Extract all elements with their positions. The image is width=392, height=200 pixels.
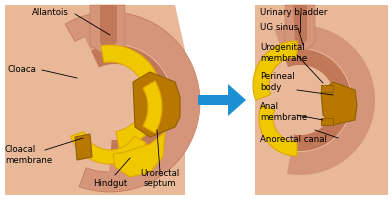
Polygon shape	[5, 5, 185, 195]
Polygon shape	[255, 5, 388, 195]
Polygon shape	[143, 81, 162, 133]
Polygon shape	[133, 72, 180, 137]
Polygon shape	[293, 5, 307, 47]
Polygon shape	[113, 132, 165, 177]
Text: Anal
membrane: Anal membrane	[260, 102, 307, 122]
Text: Cloaca: Cloaca	[8, 66, 37, 74]
Text: Cloacal
membrane: Cloacal membrane	[5, 145, 52, 165]
Polygon shape	[71, 132, 146, 164]
Polygon shape	[101, 45, 162, 148]
Text: Perineal
body: Perineal body	[260, 72, 295, 92]
Text: Allantois: Allantois	[32, 8, 69, 17]
Polygon shape	[91, 45, 172, 159]
Polygon shape	[198, 95, 228, 105]
Text: Anorectal canal: Anorectal canal	[260, 136, 327, 144]
Polygon shape	[100, 5, 117, 48]
Polygon shape	[321, 85, 333, 92]
Polygon shape	[79, 17, 200, 187]
Polygon shape	[321, 118, 333, 125]
Polygon shape	[90, 5, 125, 52]
Polygon shape	[283, 49, 351, 151]
Polygon shape	[253, 41, 297, 100]
Polygon shape	[321, 82, 357, 125]
Polygon shape	[228, 84, 246, 116]
Polygon shape	[285, 5, 315, 50]
Polygon shape	[259, 105, 297, 156]
Polygon shape	[75, 134, 92, 160]
Text: UG sinus: UG sinus	[260, 23, 298, 32]
Polygon shape	[274, 25, 375, 175]
Polygon shape	[65, 12, 200, 192]
Text: Hindgut: Hindgut	[93, 179, 127, 188]
Text: Urinary bladder: Urinary bladder	[260, 8, 327, 17]
Text: Urorectal
septum: Urorectal septum	[140, 169, 180, 188]
Text: Urogenital
membrane: Urogenital membrane	[260, 43, 307, 63]
